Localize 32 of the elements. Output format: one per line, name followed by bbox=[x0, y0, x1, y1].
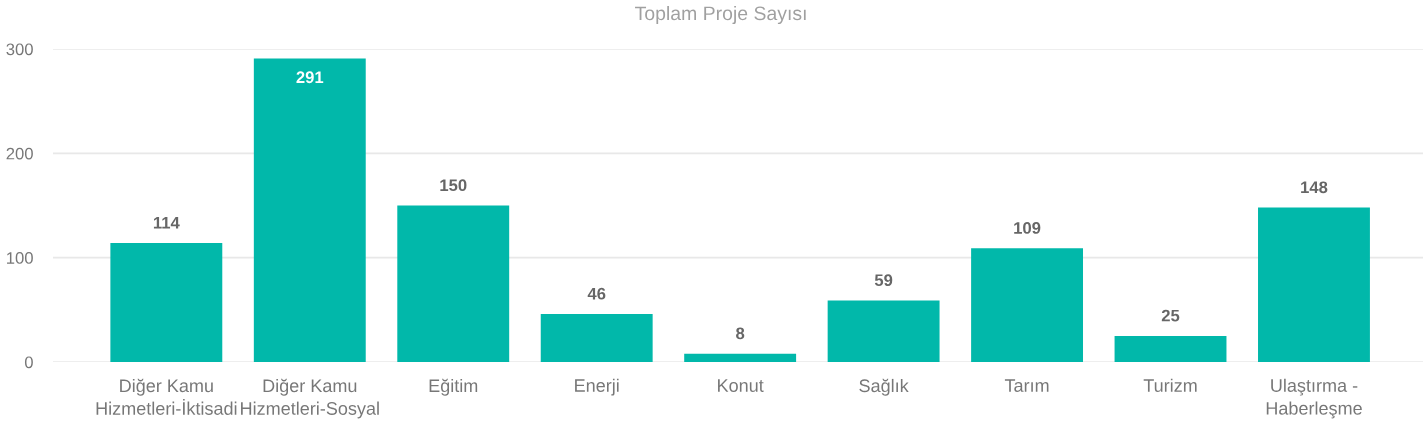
data-label: 148 bbox=[1301, 181, 1328, 194]
data-label: 291 bbox=[296, 71, 324, 84]
y-tick-label: 200 bbox=[6, 147, 33, 160]
x-tick-label: Konut bbox=[718, 379, 764, 392]
data-label: 59 bbox=[874, 274, 893, 287]
bar bbox=[971, 248, 1084, 362]
bar bbox=[1258, 207, 1370, 362]
y-tick-label: 0 bbox=[24, 356, 33, 369]
bar bbox=[684, 353, 797, 362]
data-label: 8 bbox=[736, 327, 745, 340]
y-tick-label: 100 bbox=[7, 252, 33, 264]
x-tick-label: Tarım bbox=[1004, 379, 1049, 392]
x-tick-label: Enerji bbox=[575, 378, 619, 396]
y-tick-label: 300 bbox=[6, 43, 33, 56]
bar bbox=[827, 300, 940, 362]
x-tick-label: Diğer Kamu Hizmetleri-Sosyal bbox=[241, 378, 379, 419]
bar bbox=[540, 314, 653, 362]
x-tick-label: Turizm bbox=[1143, 378, 1197, 392]
data-label: 114 bbox=[153, 217, 180, 229]
x-tick-label: Eğitim bbox=[429, 378, 478, 396]
data-label: 25 bbox=[1161, 309, 1180, 322]
bar bbox=[253, 58, 366, 362]
x-tick-label: Ulaştırma - Haberleşme bbox=[1266, 378, 1362, 419]
bar bbox=[1114, 335, 1227, 362]
data-label: 109 bbox=[1014, 222, 1041, 234]
data-label: 46 bbox=[587, 287, 606, 300]
bar bbox=[397, 205, 510, 362]
x-tick-label: Sağlık bbox=[859, 378, 909, 396]
chart-title: Toplam Proje Sayısı bbox=[635, 5, 806, 25]
data-label: 150 bbox=[440, 179, 467, 192]
bar bbox=[110, 243, 223, 362]
x-tick-label: Diğer Kamu Hizmetleri-İktisadi bbox=[96, 378, 237, 415]
